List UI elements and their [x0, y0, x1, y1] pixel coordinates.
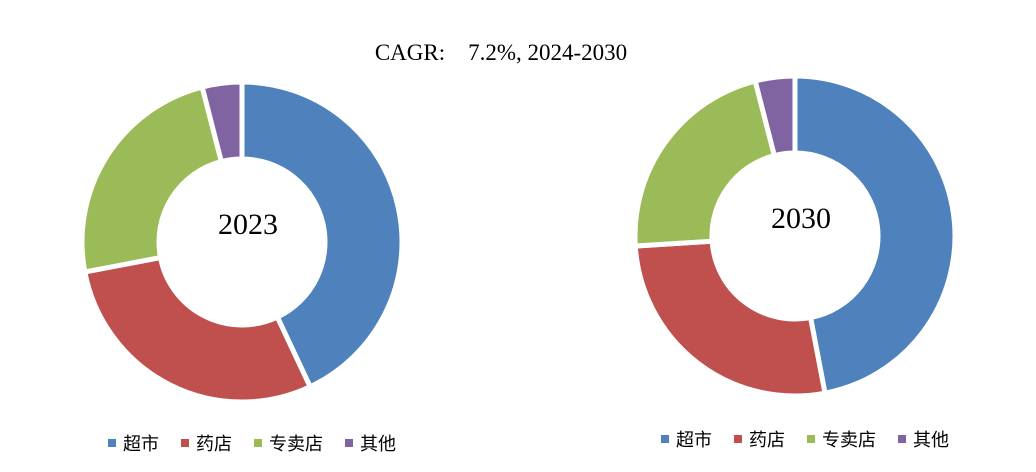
legend-label: 专卖店 — [269, 434, 323, 455]
legend-label: 其他 — [360, 434, 396, 455]
legend-swatch — [254, 439, 262, 447]
slice-2023-1 — [81, 254, 314, 405]
legend-item: 超市 — [108, 430, 159, 456]
legend-item: 专卖店 — [807, 426, 876, 452]
legend-item: 专卖店 — [254, 430, 323, 456]
donut-chart-2030: 2030 — [632, 73, 958, 399]
slice-2030-1 — [632, 238, 828, 399]
legend-swatch — [108, 439, 116, 447]
legend-swatch — [661, 435, 669, 443]
slice-2023-0 — [239, 79, 405, 391]
legend-swatch — [345, 439, 353, 447]
legend-item: 超市 — [661, 426, 712, 452]
slice-2023-2 — [79, 83, 225, 275]
slice-2030-0 — [792, 73, 958, 397]
legend-2030: 超市 药店 专卖店 其他 — [661, 426, 971, 452]
center-label: 2023 — [218, 208, 278, 241]
donut-chart-2023: 2023 — [79, 79, 405, 405]
slice-2030-2 — [632, 77, 778, 249]
chart-title: CAGR: 7.2%, 2024-2030 — [374, 40, 628, 65]
center-label: 2030 — [771, 202, 831, 235]
legend-swatch — [734, 435, 742, 443]
legend-item: 其他 — [345, 430, 396, 456]
legend-swatch — [898, 435, 906, 443]
slice-2030-3 — [752, 73, 798, 159]
legend-swatch — [181, 439, 189, 447]
legend-label: 专卖店 — [822, 430, 876, 451]
legend-label: 超市 — [123, 434, 159, 455]
legend-swatch — [807, 435, 815, 443]
legend-label: 超市 — [676, 430, 712, 451]
legend-label: 药店 — [196, 434, 232, 455]
legend-item: 药店 — [734, 426, 785, 452]
legend-2023: 超市 药店 专卖店 其他 — [108, 430, 418, 456]
legend-item: 其他 — [898, 426, 949, 452]
slice-2023-3 — [199, 79, 245, 165]
legend-label: 其他 — [913, 430, 949, 451]
legend-label: 药店 — [749, 430, 785, 451]
legend-item: 药店 — [181, 430, 232, 456]
